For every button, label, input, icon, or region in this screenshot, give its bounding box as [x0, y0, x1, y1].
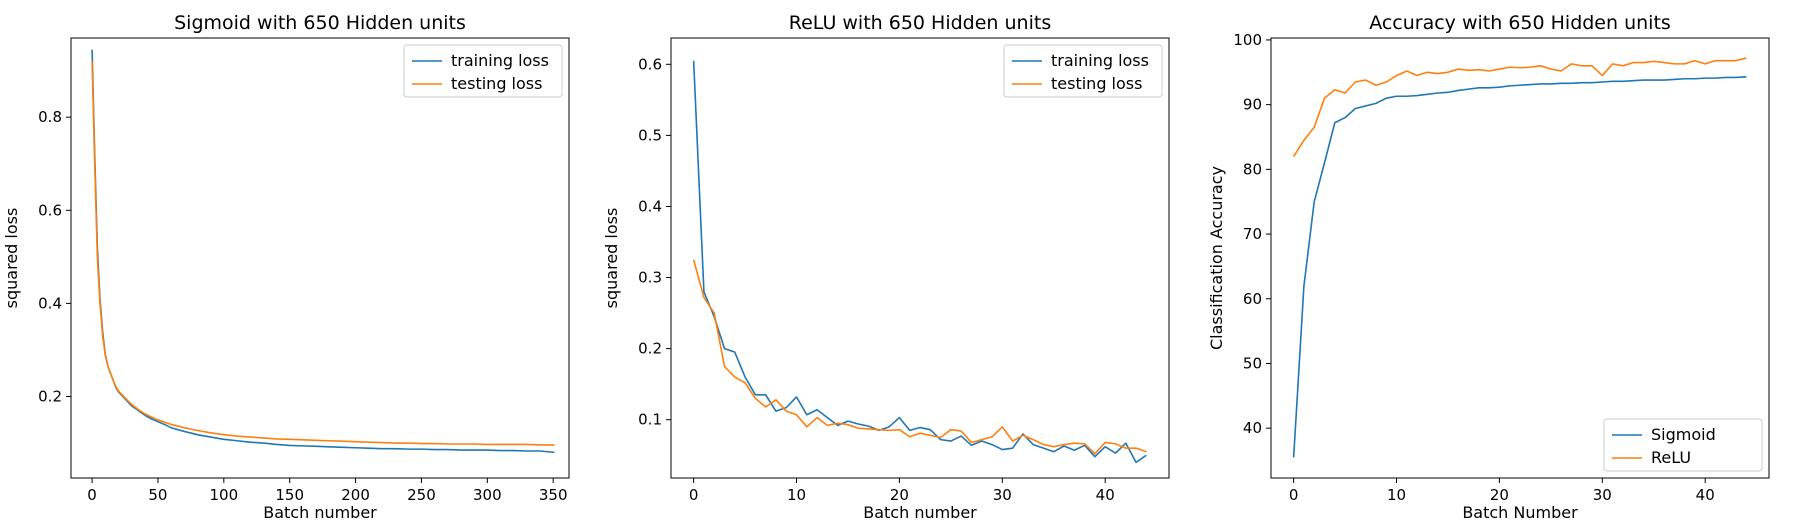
y-tick-label: 0.1	[638, 411, 662, 429]
x-tick-label: 50	[148, 486, 167, 504]
legend-box	[1603, 418, 1763, 472]
series-line-1	[91, 49, 555, 454]
chart-title: Accuracy with 650 Hidden units	[1369, 12, 1671, 34]
y-tick-label: 50	[1243, 354, 1262, 372]
y-tick-label: 100	[1233, 31, 1262, 49]
y-tick-label: 0.4	[38, 294, 62, 312]
legend-entry: ReLU	[1651, 448, 1691, 467]
x-tick-label: 10	[1387, 486, 1406, 504]
x-tick-label: 30	[1593, 486, 1612, 504]
legend-box	[1003, 44, 1163, 98]
y-tick-label: 60	[1243, 290, 1262, 308]
y-tick-label: 80	[1243, 160, 1262, 178]
x-tick-label: 200	[341, 486, 370, 504]
legend-entry: training loss	[1051, 51, 1149, 70]
x-tick-label: 350	[539, 486, 568, 504]
series-line-1	[1292, 76, 1747, 458]
series-line-2	[91, 61, 555, 446]
x-axis-label: Batch number	[863, 503, 977, 522]
y-tick-label: 0.3	[638, 269, 662, 287]
legend: training loss testing loss	[403, 44, 563, 98]
y-tick-label: 0.6	[38, 201, 62, 219]
legend-box	[403, 44, 563, 98]
legend-entry: training loss	[451, 51, 549, 70]
x-tick-label: 0	[87, 486, 97, 504]
chart-3: 0 10 20 30 40 40 50 60 70 80 90 100 Accuracy with 65…	[1207, 12, 1770, 522]
y-tick-label: 90	[1243, 96, 1262, 114]
x-tick-label: 100	[210, 486, 239, 504]
x-tick-label: 300	[473, 486, 502, 504]
x-tick-label: 0	[689, 486, 699, 504]
y-tick-label: 70	[1243, 225, 1262, 243]
series-line-1	[692, 60, 1147, 464]
chart-1: 0 50 100 150 200 250 300 350 0.2 0.4 0.6 0.8 Sigmoid…	[2, 12, 570, 522]
y-tick-label: 0.2	[38, 388, 62, 406]
x-tick-label: 30	[993, 486, 1012, 504]
x-tick-label: 150	[275, 486, 304, 504]
x-tick-label: 10	[787, 486, 806, 504]
y-tick-label: 0.6	[638, 55, 662, 73]
x-axis-label: Batch number	[263, 503, 377, 522]
series-line-2	[692, 259, 1147, 455]
y-tick-label: 40	[1243, 419, 1262, 437]
chart-title: Sigmoid with 650 Hidden units	[174, 12, 466, 34]
y-axis-label: squared loss	[602, 208, 621, 309]
x-tick-label: 40	[1696, 486, 1715, 504]
x-axis-label: Batch Number	[1462, 503, 1578, 522]
legend-entry: Sigmoid	[1651, 425, 1716, 444]
plot-frame	[670, 37, 1170, 479]
legend-entry: testing loss	[451, 74, 542, 93]
x-tick-label: 0	[1289, 486, 1299, 504]
x-tick-label: 250	[407, 486, 436, 504]
y-axis-label: squared loss	[2, 208, 21, 309]
chart-2: 0 10 20 30 40 0.1 0.2 0.3 0.4 0.5 0.6 ReLU with 650…	[602, 12, 1170, 522]
chart-title: ReLU with 650 Hidden units	[789, 12, 1051, 34]
x-tick-label: 20	[1490, 486, 1509, 504]
x-tick-label: 20	[890, 486, 909, 504]
y-tick-label: 0.5	[638, 126, 662, 144]
y-tick-label: 0.8	[38, 108, 62, 126]
y-tick-label: 0.4	[638, 197, 662, 215]
plot-frame	[70, 37, 570, 479]
y-tick-label: 0.2	[638, 340, 662, 358]
legend: Sigmoid ReLU	[1603, 418, 1763, 472]
y-axis-label: Classification Accuracy	[1207, 166, 1226, 350]
series-line-2	[1292, 57, 1747, 157]
legend: training loss testing loss	[1003, 44, 1163, 98]
legend-entry: testing loss	[1051, 74, 1142, 93]
x-tick-label: 40	[1096, 486, 1115, 504]
plot-frame	[1270, 37, 1770, 479]
